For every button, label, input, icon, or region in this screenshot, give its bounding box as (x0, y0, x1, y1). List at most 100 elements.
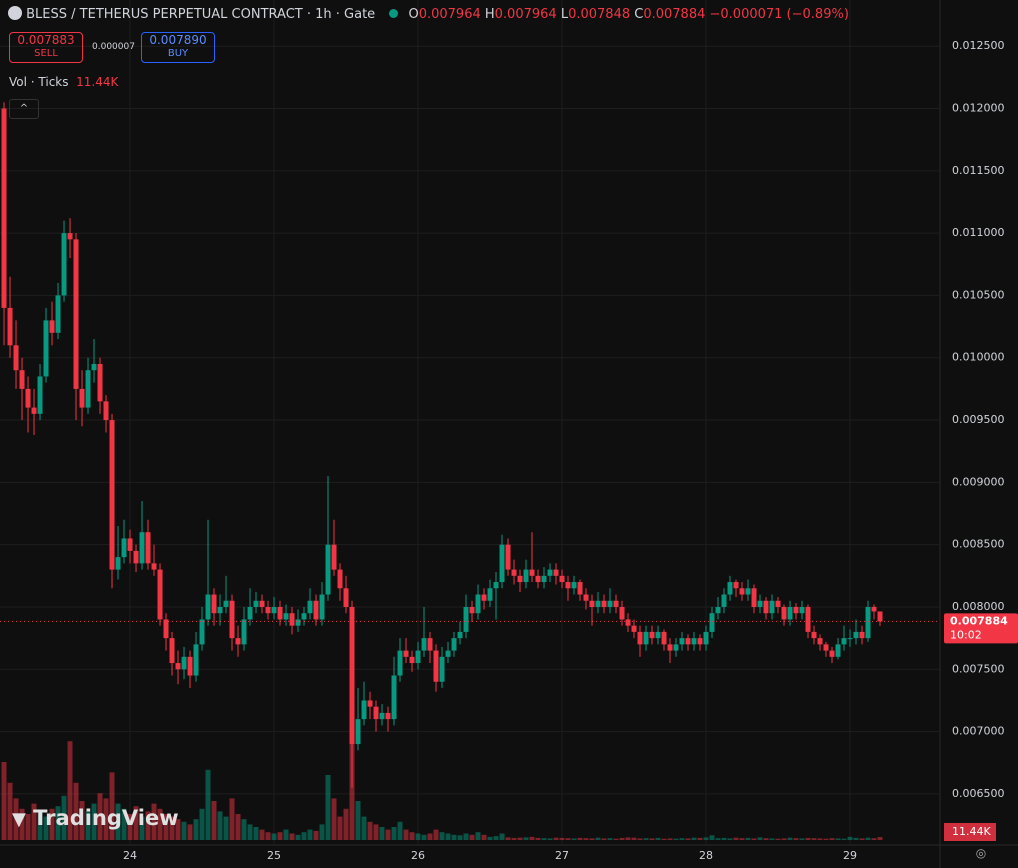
candle-body (463, 606, 469, 632)
candle-body (469, 606, 475, 614)
volume-bar (343, 808, 349, 840)
volume-bar (229, 798, 235, 840)
y-tick-label: 0.010500 (952, 288, 1005, 301)
candle-body (403, 650, 409, 657)
volume-bar (709, 835, 715, 840)
buy-button[interactable]: 0.007890 BUY (141, 32, 215, 63)
volume-bar (877, 837, 883, 840)
collapse-button[interactable]: ^ (9, 99, 39, 119)
volume-bar (679, 838, 685, 840)
candle-body (847, 638, 853, 640)
volume-bar (697, 837, 703, 840)
volume-bar (733, 837, 739, 840)
volume-bar (583, 838, 589, 840)
candle-body (91, 363, 97, 371)
volume-bar (589, 838, 595, 840)
volume-bar (667, 838, 673, 840)
y-tick-label: 0.011000 (952, 226, 1005, 239)
candle-body (43, 320, 49, 377)
volume-bar (385, 829, 391, 840)
y-tick-label: 0.009000 (952, 475, 1005, 488)
volume-bar (289, 833, 295, 840)
candle-body (337, 569, 343, 589)
candle-body (661, 631, 667, 645)
candle-body (139, 532, 145, 564)
volume-bar (523, 837, 529, 840)
volume-bar (553, 837, 559, 840)
candle-body (793, 606, 799, 614)
volume-bar (277, 832, 283, 840)
candle-body (697, 638, 703, 645)
header: BLESS / TETHERUS PERPETUAL CONTRACT · 1h… (8, 6, 849, 22)
volume-bar (595, 837, 601, 840)
candle-body (631, 625, 637, 632)
volume-bar (421, 834, 427, 840)
candle-body (253, 600, 259, 607)
candle-body (535, 575, 541, 583)
candle-body (769, 600, 775, 614)
volume-bar (703, 837, 709, 840)
volume-bar (727, 838, 733, 840)
countdown: 10:02 (950, 628, 982, 641)
settings-button[interactable]: ◎ (975, 846, 987, 860)
volume-bar (79, 801, 85, 840)
y-tick-label: 0.007000 (952, 725, 1005, 738)
ohlc-label: C (634, 7, 644, 22)
candle-body (109, 420, 115, 570)
candle-body (805, 606, 811, 632)
candle-body (187, 656, 193, 676)
candle-body (475, 594, 481, 614)
close-value: 0.007884 (643, 7, 706, 22)
volume-bar (799, 838, 805, 840)
candle-body (751, 588, 757, 607)
volume-bar (361, 816, 367, 840)
volume-bar (307, 829, 313, 840)
high-value: 0.007964 (494, 7, 557, 22)
volume-bar (805, 837, 811, 840)
buy-price: 0.007890 (149, 33, 207, 47)
candle-body (739, 588, 745, 595)
volume-bar (673, 838, 679, 840)
candle-body (355, 719, 361, 745)
volume-bar (481, 834, 487, 840)
y-tick-label: 0.010000 (952, 351, 1005, 364)
volume-bar (1, 762, 7, 840)
volume-bar (301, 832, 307, 840)
volume-bar (271, 833, 277, 840)
volume-bar (253, 827, 259, 840)
symbol-icon (8, 6, 22, 20)
y-tick-label: 0.008000 (952, 600, 1005, 613)
candle-body (49, 320, 55, 333)
candle-body (157, 569, 163, 620)
status-dot (389, 9, 399, 18)
candle-body (841, 638, 847, 645)
ohlc-label: L (560, 7, 569, 22)
candle-body (859, 631, 865, 639)
volume-bar (43, 816, 49, 840)
candle-body (283, 613, 289, 620)
volume-bar (121, 808, 127, 840)
candle-body (55, 295, 61, 333)
candle-body (247, 606, 253, 620)
candle-body (865, 606, 871, 639)
volume-bar (781, 838, 787, 840)
candle-body (733, 582, 739, 589)
candle-body (529, 569, 535, 576)
watermark-text: TradingView (33, 806, 179, 830)
candle-body (787, 606, 793, 620)
candle-body (85, 370, 91, 408)
sell-button[interactable]: 0.007883 SELL (9, 32, 83, 63)
volume-bar (247, 824, 253, 840)
y-tick-label: 0.009500 (952, 413, 1005, 426)
candle-body (619, 606, 625, 620)
volume-bar (379, 827, 385, 840)
change: −0.000071 (−0.89%) (709, 7, 849, 22)
volume-bar (415, 833, 421, 840)
volume-bar (493, 836, 499, 840)
candle-body (181, 656, 187, 670)
volume-bar (517, 837, 523, 840)
volume-bar (235, 814, 241, 840)
candle-body (391, 675, 397, 720)
volume-bar (751, 838, 757, 840)
candle-body (607, 600, 613, 607)
